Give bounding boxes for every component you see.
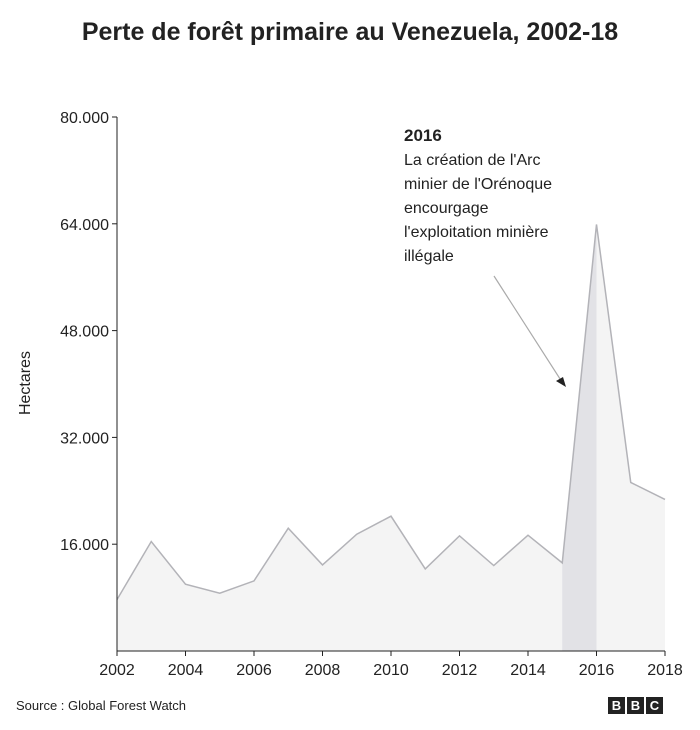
x-tick-label: 2010 [373, 662, 409, 679]
x-tick-label: 2002 [99, 662, 135, 679]
bbc-logo: B B C [608, 697, 663, 714]
x-tick-label: 2012 [442, 662, 478, 679]
x-tick-label: 2016 [579, 662, 615, 679]
x-tick-label: 2014 [510, 662, 546, 679]
x-tick-label: 2018 [647, 662, 683, 679]
annotation-arrow-line [493, 275, 563, 383]
annotation-year: 2016 [404, 126, 442, 145]
y-axis-label: Hectares [17, 351, 34, 415]
arrowhead-icon [556, 377, 566, 387]
logo-letter: B [627, 697, 644, 714]
x-tick-label: 2008 [305, 662, 341, 679]
y-tick-label: 16.000 [60, 537, 109, 554]
annotation: 2016 La création de l'Arc minier de l'Or… [404, 124, 552, 269]
chart-title: Perte de forêt primaire au Venezuela, 20… [81, 18, 619, 46]
annotation-line: illégale [404, 248, 454, 265]
logo-letter: B [608, 697, 625, 714]
annotation-line: La création de l'Arc [404, 152, 541, 169]
y-tick-label: 80.000 [60, 110, 109, 127]
annotation-line: encourgage [404, 200, 489, 217]
y-tick-label: 48.000 [60, 324, 109, 341]
x-tick-label: 2004 [168, 662, 204, 679]
source-note: Source : Global Forest Watch [16, 698, 187, 713]
x-tick-label: 2006 [236, 662, 272, 679]
annotation-line: minier de l'Orénoque [404, 176, 553, 193]
annotation-line: l'exploitation minière [404, 224, 549, 241]
area-fill [117, 224, 665, 651]
highlight-band [562, 224, 597, 651]
logo-letter: C [646, 697, 663, 714]
y-tick-label: 32.000 [60, 430, 109, 447]
y-tick-label: 64.000 [60, 217, 109, 234]
